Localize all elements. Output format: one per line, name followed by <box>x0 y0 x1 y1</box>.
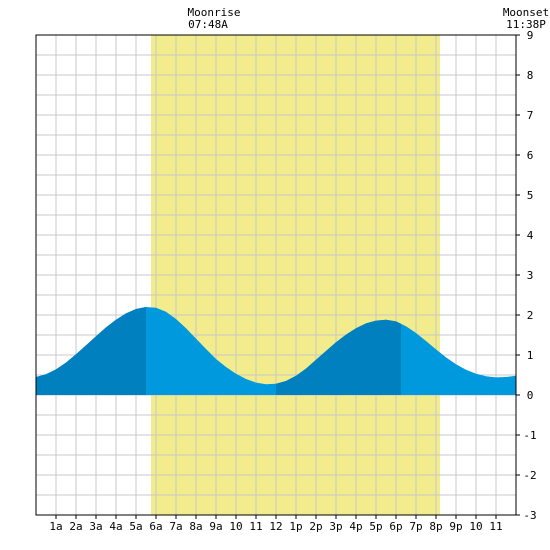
x-tick-label: 2p <box>309 520 322 533</box>
y-tick-label: 7 <box>527 109 534 122</box>
tide-area-shaded <box>36 307 146 395</box>
x-tick-label: 4p <box>349 520 362 533</box>
y-tick-label: 1 <box>527 349 534 362</box>
x-tick-label: 9p <box>449 520 462 533</box>
tide-area-shaded <box>276 319 401 395</box>
x-tick-label: 9a <box>209 520 222 533</box>
x-tick-label: 5p <box>369 520 382 533</box>
moonset-label: Moonset <box>503 6 549 19</box>
x-tick-label: 1a <box>49 520 62 533</box>
x-tick-label: 5a <box>129 520 142 533</box>
y-tick-label: 0 <box>527 389 534 402</box>
x-tick-label: 11 <box>249 520 262 533</box>
moonset-time: 11:38P <box>506 18 546 31</box>
x-tick-label: 6a <box>149 520 162 533</box>
y-tick-label: -1 <box>523 429 536 442</box>
x-tick-label: 7p <box>409 520 422 533</box>
x-tick-label: 11 <box>489 520 502 533</box>
x-tick-label: 7a <box>169 520 182 533</box>
x-tick-label: 10 <box>229 520 242 533</box>
y-tick-label: 2 <box>527 309 534 322</box>
x-tick-label: 6p <box>389 520 402 533</box>
y-tick-label: 4 <box>527 229 534 242</box>
moonrise-time: 07:48A <box>188 18 228 31</box>
x-tick-label: 1p <box>289 520 302 533</box>
y-tick-label: 3 <box>527 269 534 282</box>
x-tick-label: 10 <box>469 520 482 533</box>
y-tick-label: 5 <box>527 189 534 202</box>
y-tick-label: 8 <box>527 69 534 82</box>
x-tick-label: 8a <box>189 520 202 533</box>
x-tick-label: 12 <box>269 520 282 533</box>
x-tick-label: 2a <box>69 520 82 533</box>
x-tick-label: 8p <box>429 520 442 533</box>
x-tick-label: 3p <box>329 520 342 533</box>
y-tick-label: -3 <box>523 509 536 522</box>
y-tick-label: 6 <box>527 149 534 162</box>
x-tick-label: 3a <box>89 520 102 533</box>
x-tick-label: 4a <box>109 520 122 533</box>
y-tick-label: 9 <box>527 29 534 42</box>
moonrise-label: Moonrise <box>188 6 241 19</box>
y-tick-label: -2 <box>523 469 536 482</box>
